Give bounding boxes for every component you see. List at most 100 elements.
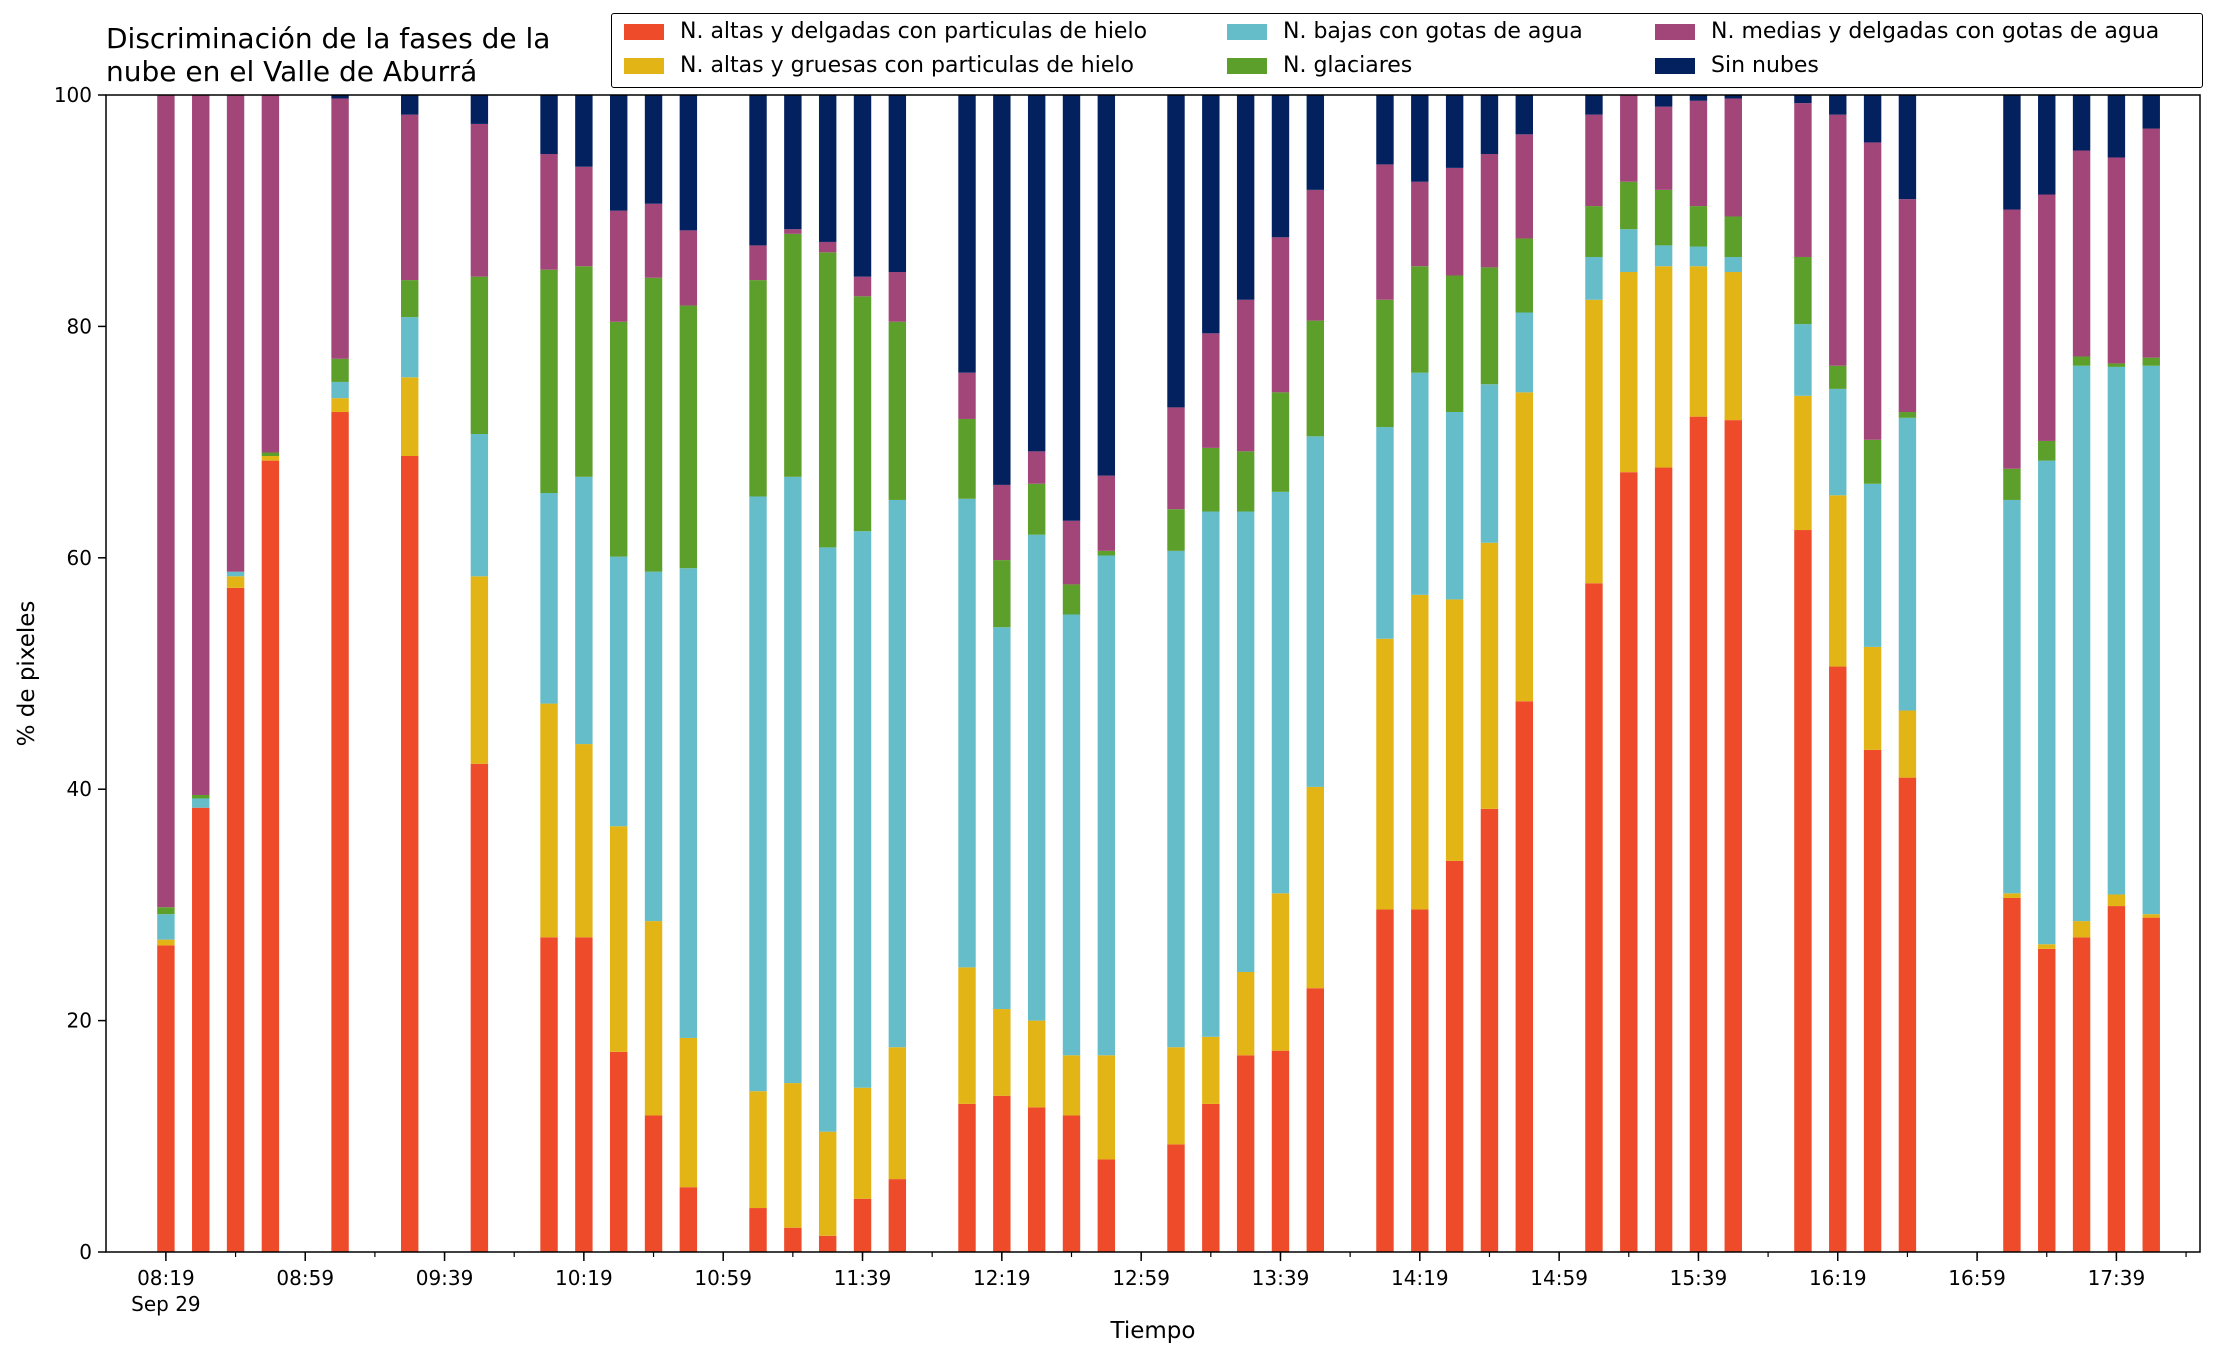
bar-segment-glacier bbox=[2003, 468, 2021, 500]
x-tick-label: 08:19 bbox=[137, 1266, 195, 1290]
bar-segment-thin_ice bbox=[401, 455, 419, 1252]
bar-segment-mid_water bbox=[1236, 299, 1255, 452]
y-axis-label: % de pixeles bbox=[14, 601, 40, 747]
bar-segment-glacier bbox=[1202, 447, 1220, 512]
bar-segment-thick_ice bbox=[958, 967, 976, 1104]
y-tick-label: 60 bbox=[67, 546, 92, 570]
bar-segment-low_water bbox=[1724, 256, 1742, 273]
bar-segment-thin_ice bbox=[679, 1187, 698, 1252]
bar-segment-glacier bbox=[1062, 584, 1081, 615]
bar-segment-thin_ice bbox=[609, 1051, 628, 1252]
bar-segment-glacier bbox=[609, 321, 628, 557]
bar-segment-thin_ice bbox=[1794, 530, 1812, 1252]
bar-segment-glacier bbox=[1898, 412, 1917, 418]
bar-segment-thin_ice bbox=[1236, 1055, 1255, 1252]
bar-segment-low_water bbox=[2038, 460, 2056, 945]
bar-segment-no_cloud bbox=[1027, 95, 1046, 452]
bar-segment-thin_ice bbox=[1689, 416, 1708, 1252]
legend-item-thick-ice: N. altas y gruesas con particulas de hie… bbox=[624, 53, 1134, 78]
x-tick-label: 09:39 bbox=[416, 1266, 474, 1290]
bar-segment-mid_water bbox=[1306, 189, 1325, 321]
bar-segment-mid_water bbox=[261, 95, 280, 453]
bar-segment-mid_water bbox=[226, 95, 245, 572]
bar-segment-glacier bbox=[1167, 509, 1185, 551]
legend-swatch-thin-ice bbox=[624, 23, 664, 40]
bar-segment-no_cloud bbox=[749, 95, 767, 246]
x-tick-label: 10:59 bbox=[694, 1266, 752, 1290]
bar-segment-no_cloud bbox=[1236, 95, 1255, 300]
bar-segment-thick_ice bbox=[1898, 710, 1917, 778]
bar-segment-no_cloud bbox=[1062, 95, 1081, 521]
bar-segment-no_cloud bbox=[1724, 95, 1742, 99]
bar-segment-low_water bbox=[1898, 417, 1917, 711]
bar-segment-low_water bbox=[1027, 534, 1046, 1021]
bar-segment-thick_ice bbox=[1445, 599, 1464, 861]
bar-segment-thin_ice bbox=[157, 945, 175, 1252]
bar-segment-thin_ice bbox=[1480, 808, 1499, 1252]
bar-segment-thin_ice bbox=[958, 1103, 976, 1252]
bar-segment-glacier bbox=[2142, 357, 2160, 366]
bar-segment-mid_water bbox=[958, 372, 976, 419]
bar-segment-glacier bbox=[1306, 320, 1325, 437]
bar-segment-glacier bbox=[818, 252, 837, 548]
bar-segment-thin_ice bbox=[2107, 906, 2126, 1252]
x-tick-label: 14:19 bbox=[1391, 1266, 1449, 1290]
bar-segment-thick_ice bbox=[1689, 266, 1708, 417]
bar-segment-thin_ice bbox=[1202, 1103, 1220, 1252]
bar-segment-thin_ice bbox=[1654, 467, 1673, 1253]
bar-segment-low_water bbox=[1062, 614, 1081, 1056]
bar-segment-thin_ice bbox=[644, 1115, 663, 1252]
bar-segment-thin_ice bbox=[1585, 583, 1603, 1252]
legend-label: N. glaciares bbox=[1283, 53, 1413, 78]
bar-segment-no_cloud bbox=[1097, 95, 1116, 476]
bar-segment-mid_water bbox=[1689, 100, 1708, 207]
bar-segment-thick_ice bbox=[644, 921, 663, 1116]
bar-segment-thick_ice bbox=[1829, 495, 1847, 667]
bar-segment-low_water bbox=[470, 434, 489, 577]
bar-segment-low_water bbox=[644, 571, 663, 922]
bar-segment-mid_water bbox=[609, 210, 628, 322]
bar-segment-low_water bbox=[1097, 555, 1116, 1056]
x-tick-label: 10:19 bbox=[555, 1266, 613, 1290]
bar-segment-thin_ice bbox=[2038, 948, 2056, 1252]
bar-segment-glacier bbox=[1271, 392, 1290, 492]
bar-segment-no_cloud bbox=[853, 95, 872, 277]
bar-segment-no_cloud bbox=[1898, 95, 1917, 200]
bar-segment-no_cloud bbox=[2072, 95, 2091, 151]
bar-segment-glacier bbox=[749, 280, 767, 497]
bar-segment-mid_water bbox=[1167, 407, 1185, 510]
bar-segment-thick_ice bbox=[1062, 1055, 1081, 1116]
bar-segment-no_cloud bbox=[575, 95, 593, 167]
legend-item-glacier: N. glaciares bbox=[1227, 53, 1412, 78]
bar-segment-thin_ice bbox=[1445, 860, 1464, 1252]
bar-segment-glacier bbox=[1027, 483, 1046, 535]
bar-segment-mid_water bbox=[644, 203, 663, 278]
bar-segment-mid_water bbox=[993, 484, 1011, 561]
bar-segment-low_water bbox=[1689, 246, 1708, 267]
legend-swatch-mid-water bbox=[1655, 23, 1695, 40]
bar-segment-mid_water bbox=[1515, 134, 1533, 239]
bar-segment-thin_ice bbox=[1411, 909, 1429, 1252]
bar-segment-thin_ice bbox=[784, 1227, 802, 1252]
bar-segment-no_cloud bbox=[1306, 95, 1325, 190]
bar-segment-thin_ice bbox=[470, 763, 489, 1252]
bar-segment-low_water bbox=[1236, 511, 1255, 973]
bar-segment-no_cloud bbox=[1480, 95, 1499, 155]
bar-segment-no_cloud bbox=[993, 95, 1011, 485]
bar-segment-no_cloud bbox=[470, 95, 489, 124]
bar-segment-low_water bbox=[1445, 412, 1464, 600]
bar-segment-thick_ice bbox=[157, 939, 175, 946]
bar-segment-glacier bbox=[575, 266, 593, 477]
bar-segment-no_cloud bbox=[818, 95, 837, 242]
bar-segment-thick_ice bbox=[1863, 646, 1882, 750]
bar-segment-glacier bbox=[1376, 299, 1394, 428]
bar-segment-thin_ice bbox=[1863, 749, 1882, 1252]
bar-segment-low_water bbox=[1620, 229, 1638, 273]
plot-frame bbox=[105, 94, 2201, 1253]
bar-segment-mid_water bbox=[2072, 150, 2091, 357]
y-tick-label: 40 bbox=[67, 777, 92, 801]
bar-segment-no_cloud bbox=[1585, 95, 1603, 115]
bar-segment-low_water bbox=[1306, 436, 1325, 787]
x-tick-label: 08:59 bbox=[276, 1266, 334, 1290]
